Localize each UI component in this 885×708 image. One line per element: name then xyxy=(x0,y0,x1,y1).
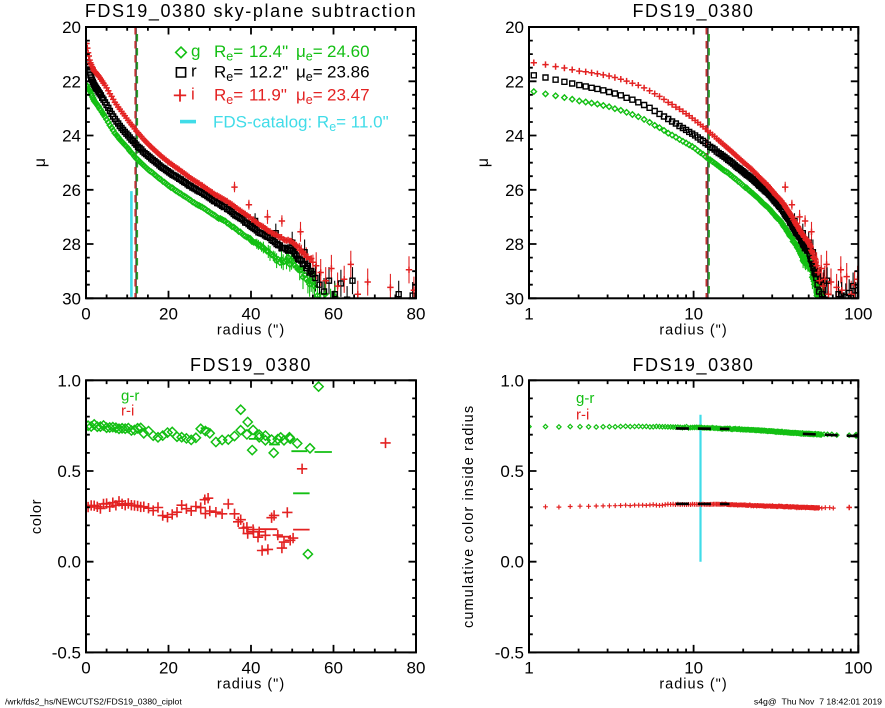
svg-text:20: 20 xyxy=(505,18,524,37)
svg-text:g: g xyxy=(191,41,200,60)
svg-text:22: 22 xyxy=(62,72,81,91)
svg-text:s4g@ Thu Nov 7 18:42:01 2019: s4g@ Thu Nov 7 18:42:01 2019 xyxy=(754,697,882,707)
svg-text:FDS19_0380: FDS19_0380 xyxy=(632,1,754,22)
svg-text:Re=: Re= xyxy=(214,85,243,107)
svg-text:radius ("): radius (") xyxy=(659,677,727,693)
svg-text:12.4": 12.4" xyxy=(249,42,288,61)
svg-text:μe=: μe= xyxy=(296,62,323,84)
svg-text:radius ("): radius (") xyxy=(217,323,285,339)
svg-text:FDS-catalog: Re= 11.0": FDS-catalog: Re= 11.0" xyxy=(213,112,389,134)
svg-text:23.47: 23.47 xyxy=(327,85,370,104)
svg-text:1.0: 1.0 xyxy=(500,371,524,390)
svg-text:0.0: 0.0 xyxy=(57,553,81,572)
svg-text:g-r: g-r xyxy=(576,390,594,407)
svg-text:23.86: 23.86 xyxy=(327,62,370,81)
svg-text:r-i: r-i xyxy=(576,407,589,424)
svg-text:40: 40 xyxy=(242,305,261,324)
svg-text:radius ("): radius (") xyxy=(659,323,727,339)
svg-text:12.2": 12.2" xyxy=(249,62,288,81)
svg-text:20: 20 xyxy=(62,18,81,37)
svg-text:11.9": 11.9" xyxy=(249,85,287,104)
svg-text:Re=: Re= xyxy=(214,62,243,84)
svg-text:FDS19_0380: FDS19_0380 xyxy=(190,355,312,376)
svg-text:0: 0 xyxy=(81,659,90,678)
svg-text:i: i xyxy=(191,85,195,104)
svg-text:20: 20 xyxy=(159,659,178,678)
svg-text:10: 10 xyxy=(684,305,703,324)
svg-text:Re=: Re= xyxy=(214,42,243,64)
svg-text:60: 60 xyxy=(324,659,343,678)
svg-text:28: 28 xyxy=(505,235,524,254)
svg-text:22: 22 xyxy=(505,72,524,91)
svg-text:r: r xyxy=(191,62,197,81)
svg-text:g-r: g-r xyxy=(121,388,139,405)
svg-text:24: 24 xyxy=(62,127,81,146)
svg-text:26: 26 xyxy=(505,181,524,200)
svg-text:80: 80 xyxy=(407,305,426,324)
svg-text:30: 30 xyxy=(62,289,81,308)
svg-text:color: color xyxy=(29,499,45,534)
svg-text:cumulative color inside radius: cumulative color inside radius xyxy=(461,405,477,628)
svg-text:40: 40 xyxy=(242,659,261,678)
svg-text:0.5: 0.5 xyxy=(57,462,81,481)
svg-text:24.60: 24.60 xyxy=(327,42,370,61)
svg-text:60: 60 xyxy=(324,305,343,324)
svg-text:10: 10 xyxy=(684,659,703,678)
svg-text:0.5: 0.5 xyxy=(500,462,524,481)
svg-text:radius ("): radius (") xyxy=(217,677,285,693)
svg-text:26: 26 xyxy=(62,181,81,200)
svg-text:μ: μ xyxy=(475,158,492,167)
svg-text:r-i: r-i xyxy=(121,403,134,420)
svg-text:-0.5: -0.5 xyxy=(52,643,81,662)
svg-text:1: 1 xyxy=(524,305,533,324)
svg-text:FDS19_0380 sky-plane subtracti: FDS19_0380 sky-plane subtraction xyxy=(85,1,417,22)
svg-text:μ: μ xyxy=(32,158,49,167)
svg-text:80: 80 xyxy=(407,659,426,678)
svg-text:0.0: 0.0 xyxy=(500,553,524,572)
svg-text:μe=: μe= xyxy=(296,85,323,107)
svg-text:28: 28 xyxy=(62,235,81,254)
svg-text:100: 100 xyxy=(844,305,872,324)
svg-text:30: 30 xyxy=(505,289,524,308)
svg-text:0: 0 xyxy=(81,305,90,324)
svg-text:FDS19_0380: FDS19_0380 xyxy=(632,355,754,376)
svg-text:100: 100 xyxy=(844,659,872,678)
svg-text:1.0: 1.0 xyxy=(57,371,81,390)
svg-text:μe=: μe= xyxy=(296,42,323,64)
svg-text:-0.5: -0.5 xyxy=(495,643,524,662)
svg-text:/wrk/fds2_hs/NEWCUTS2/FDS19_03: /wrk/fds2_hs/NEWCUTS2/FDS19_0380_ciplot xyxy=(5,697,182,707)
svg-text:24: 24 xyxy=(505,127,524,146)
svg-text:20: 20 xyxy=(159,305,178,324)
svg-text:1: 1 xyxy=(524,659,533,678)
